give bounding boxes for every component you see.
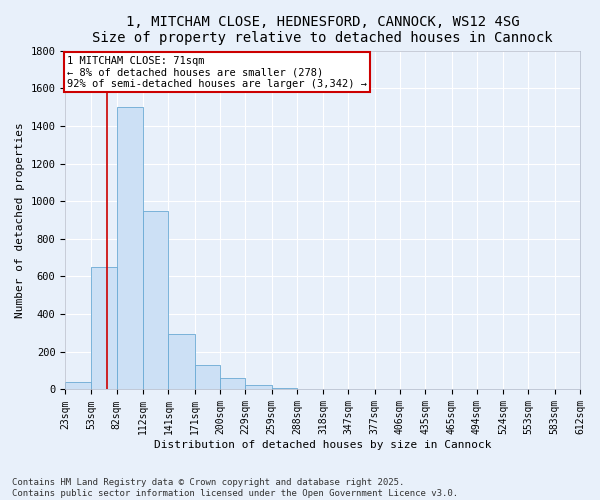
Bar: [117, 107, 143, 390]
Y-axis label: Number of detached properties: Number of detached properties: [15, 122, 25, 318]
X-axis label: Distribution of detached houses by size in Cannock: Distribution of detached houses by size …: [154, 440, 491, 450]
Text: Contains HM Land Registry data © Crown copyright and database right 2025.
Contai: Contains HM Land Registry data © Crown c…: [12, 478, 458, 498]
Bar: [220, 378, 245, 390]
Bar: [65, 382, 91, 390]
Text: 1 MITCHAM CLOSE: 71sqm
← 8% of detached houses are smaller (278)
92% of semi-det: 1 MITCHAM CLOSE: 71sqm ← 8% of detached …: [67, 56, 367, 89]
Bar: [169, 334, 194, 390]
Bar: [194, 365, 220, 390]
Bar: [297, 388, 323, 390]
Bar: [272, 388, 297, 390]
Bar: [143, 210, 169, 390]
Bar: [245, 385, 272, 390]
Bar: [91, 267, 117, 390]
Title: 1, MITCHAM CLOSE, HEDNESFORD, CANNOCK, WS12 4SG
Size of property relative to det: 1, MITCHAM CLOSE, HEDNESFORD, CANNOCK, W…: [92, 15, 553, 45]
